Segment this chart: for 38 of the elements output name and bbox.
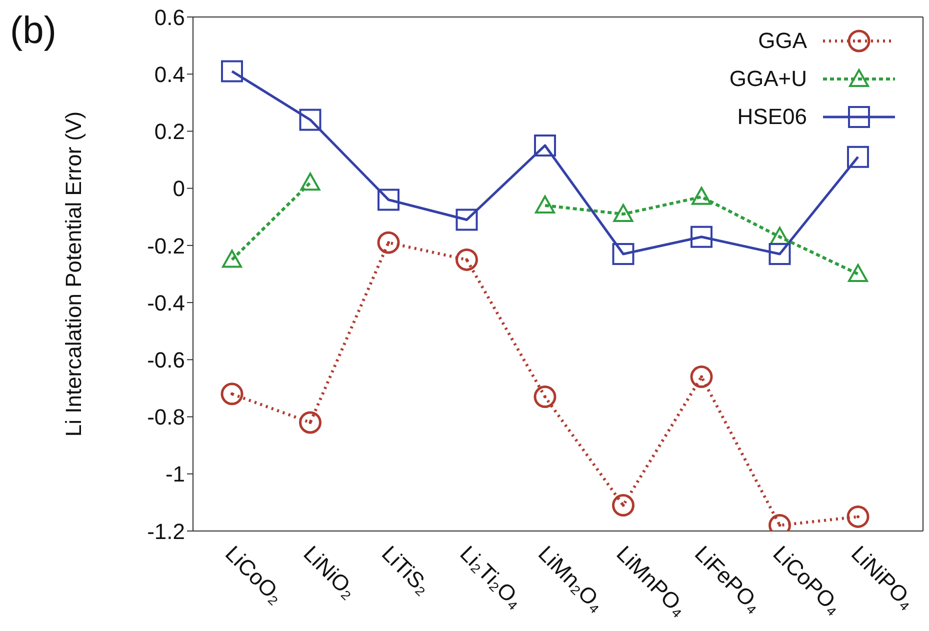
point <box>690 226 712 248</box>
y-tick-label: -0.8 <box>147 404 185 430</box>
point <box>612 494 634 517</box>
point <box>456 208 478 231</box>
point <box>692 186 712 205</box>
point <box>847 146 869 168</box>
point <box>456 248 478 271</box>
point <box>300 172 320 191</box>
point <box>221 60 243 82</box>
y-tick-label: 0.6 <box>154 4 185 30</box>
point <box>768 243 791 266</box>
legend-label: GGA <box>758 28 807 54</box>
point <box>299 411 322 434</box>
point <box>222 250 242 268</box>
y-tick-label: 0.2 <box>154 119 185 144</box>
point <box>299 108 322 131</box>
y-axis-title: Li Intercalation Potential Error (V) <box>60 111 86 437</box>
point <box>848 264 868 282</box>
legend-label: GGA+U <box>729 66 807 92</box>
y-tick-label: -0.6 <box>147 347 185 372</box>
point <box>612 243 634 266</box>
point <box>846 505 870 528</box>
point <box>378 188 400 211</box>
y-tick-label: -1 <box>165 462 185 487</box>
point <box>535 195 555 214</box>
text: (b) <box>10 10 56 53</box>
point <box>690 366 713 388</box>
point <box>377 231 400 254</box>
y-tick-label: -0.2 <box>147 233 185 258</box>
y-tick-label: 0.4 <box>154 62 185 87</box>
point <box>220 382 244 406</box>
y-tick-label: -0.4 <box>147 290 185 316</box>
point <box>534 134 556 156</box>
y-tick-label: -1.2 <box>147 518 185 544</box>
y-tick-label: 0 <box>172 176 185 202</box>
legend-label: HSE06 <box>737 104 807 130</box>
point <box>613 204 634 222</box>
point <box>534 386 556 408</box>
